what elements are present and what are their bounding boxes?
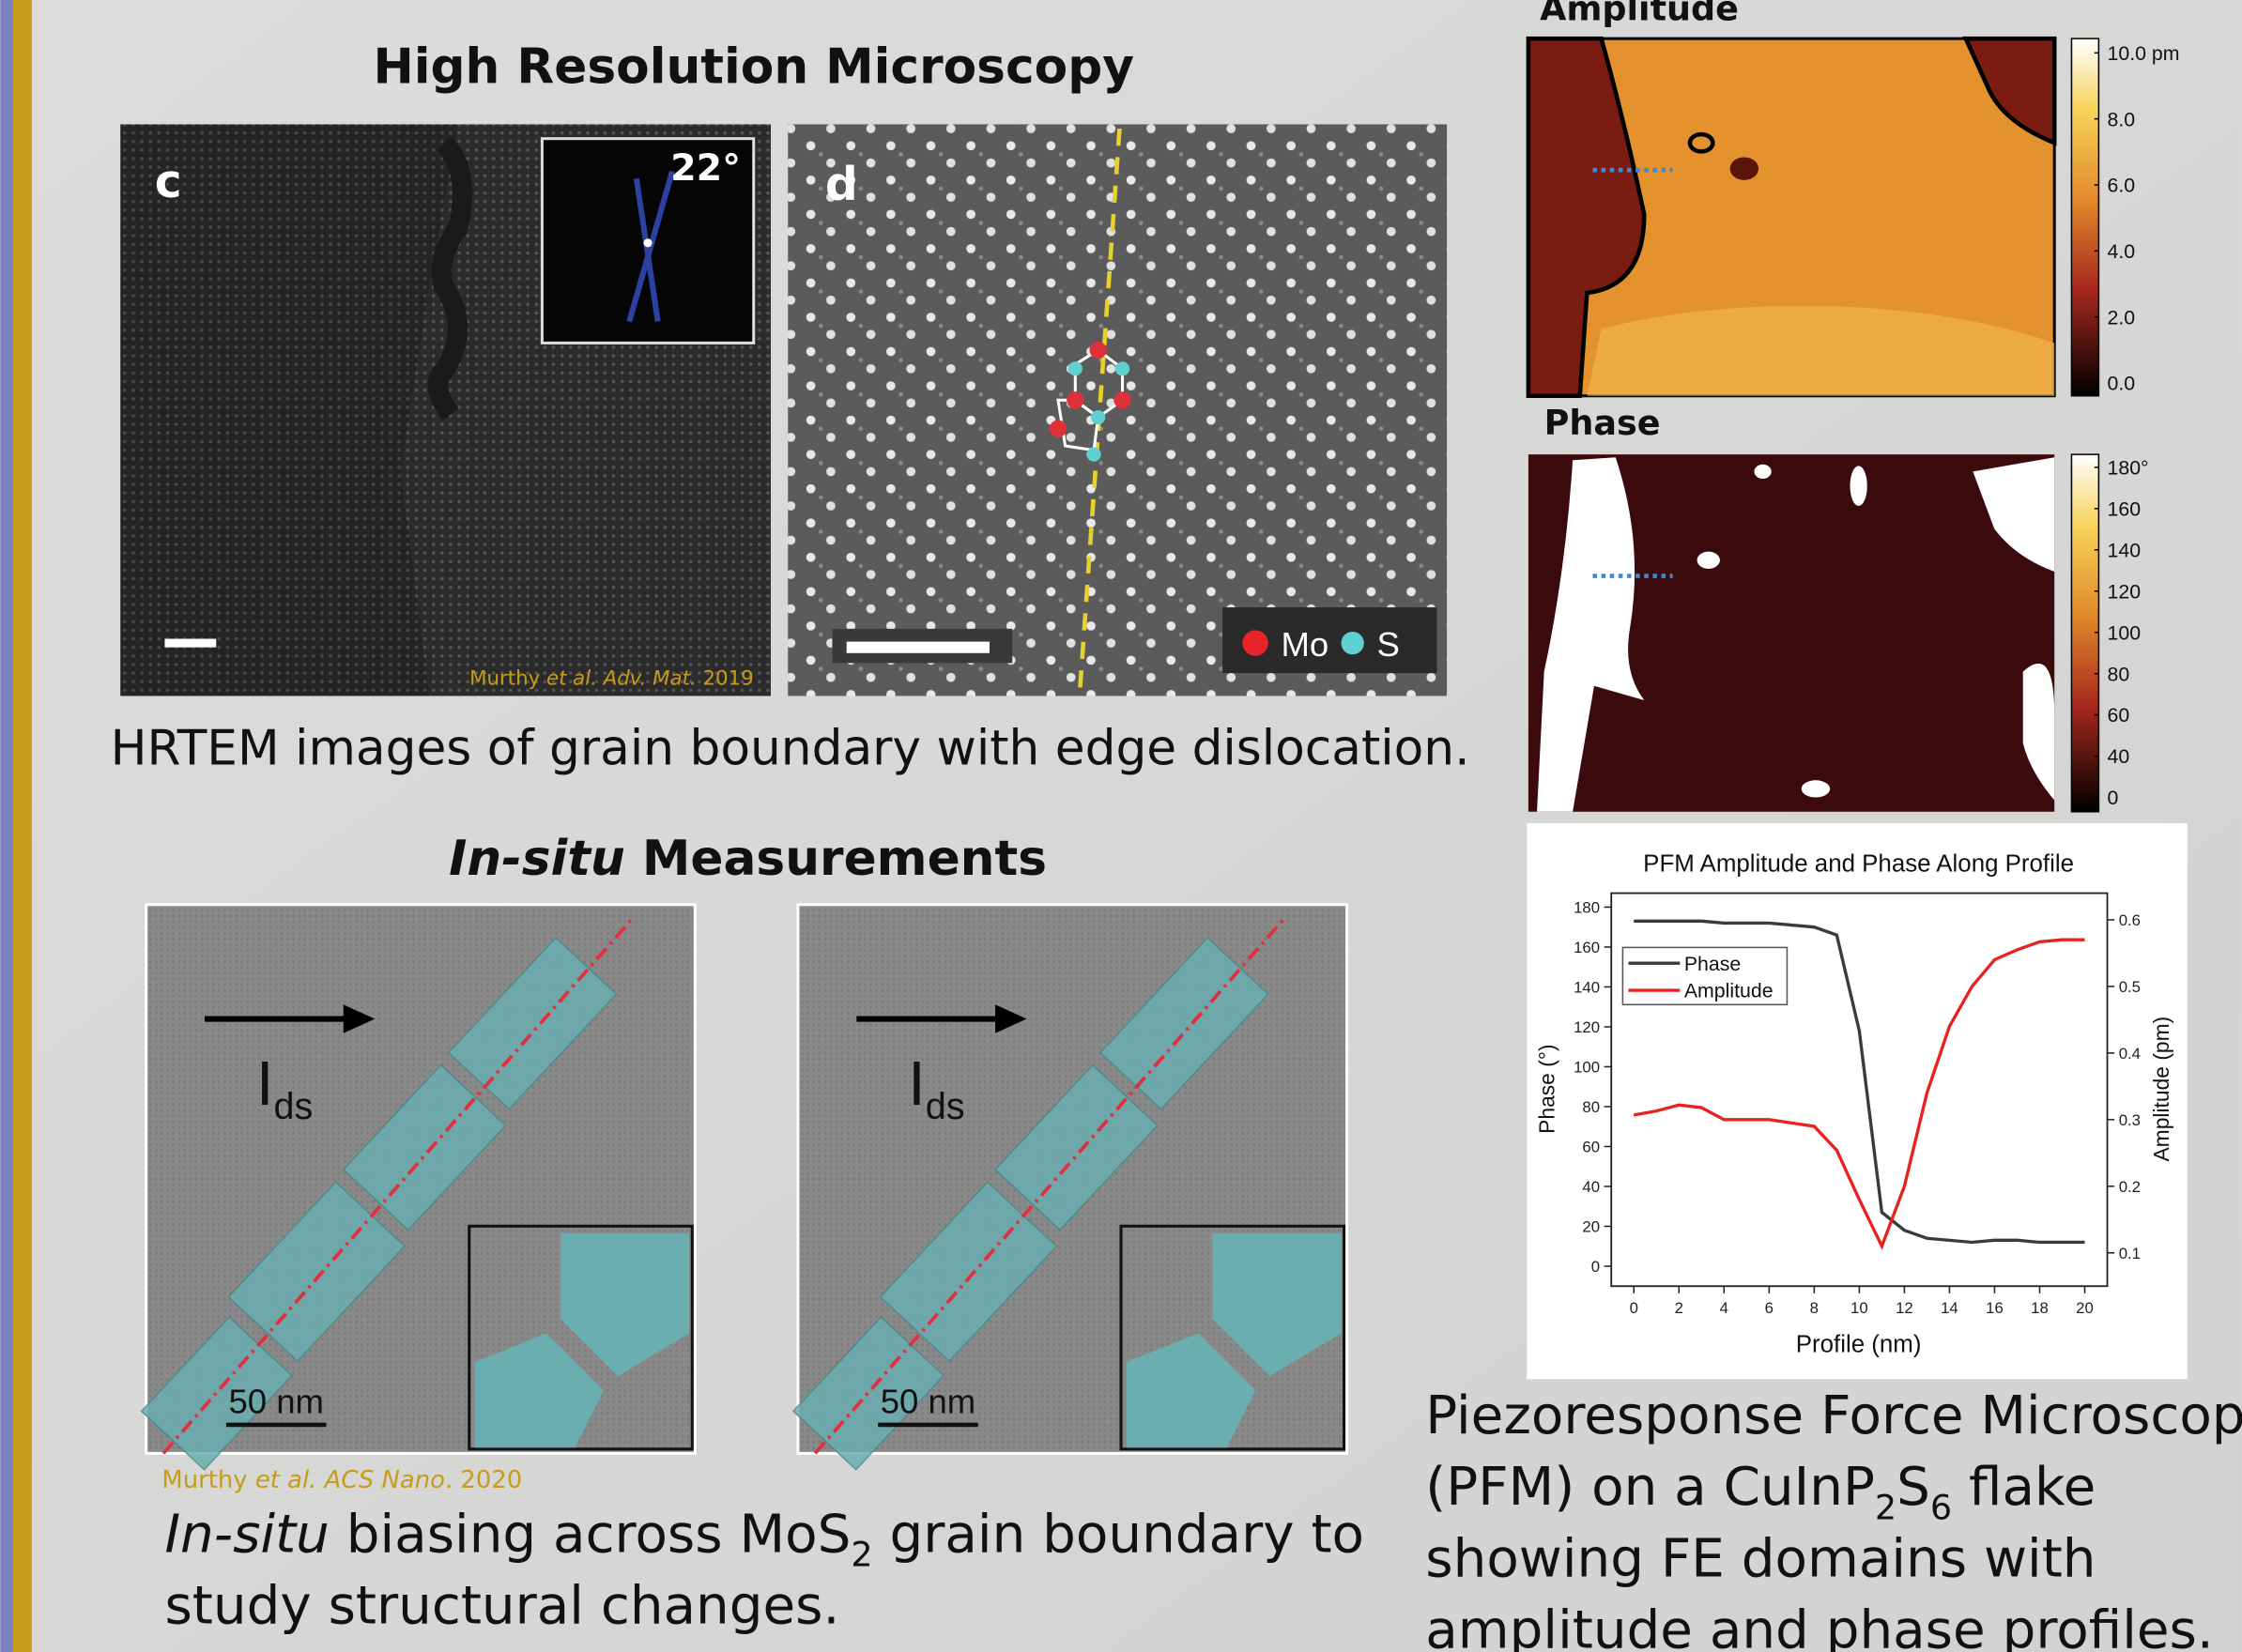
x-tick-label: 6 [1765, 1299, 1774, 1317]
colorbar-label: 2.0 [2108, 306, 2136, 329]
caption-text: flake [1952, 1457, 2096, 1518]
colorbar-label: 4.0 [2108, 240, 2136, 263]
x-tick-label: 2 [1675, 1299, 1683, 1317]
caption-text: biasing across MoS [330, 1504, 851, 1565]
x-tick-label: 14 [1941, 1299, 1958, 1317]
amplitude-map [1528, 38, 2098, 396]
image-d [788, 124, 1447, 696]
map-title: Amplitude [1540, 0, 1739, 28]
y2-tick-label: 0.4 [2119, 1045, 2141, 1063]
y-tick-label: 160 [1574, 939, 1600, 956]
legend-label: Phase [1684, 953, 1741, 975]
image-c [120, 124, 771, 696]
caption: In-situ biasing across MoS2 grain bounda… [164, 1504, 1364, 1574]
y-tick-label: 80 [1582, 1098, 1600, 1116]
x-tick-label: 20 [2076, 1299, 2094, 1317]
y2-tick-label: 0.1 [2119, 1245, 2141, 1262]
colorbar-label: 8.0 [2108, 108, 2136, 130]
caption-subscript: 6 [1930, 1487, 1952, 1527]
caption-text: In-situ [164, 1504, 329, 1565]
caption-line: amplitude and phase profiles. [1425, 1599, 2213, 1652]
x-tick-label: 10 [1850, 1299, 1868, 1317]
colorbar-label: 120 [2108, 580, 2142, 603]
credit-text: 2019 [697, 666, 754, 690]
map-title: Phase [1544, 403, 1661, 443]
current-subscript: ds [926, 1086, 965, 1127]
chart-title: PFM Amplitude and Phase Along Profile [1643, 851, 2074, 878]
caption: HRTEM images of grain boundary with edge… [111, 721, 1470, 777]
credit-text: et al. Adv. Mat. [546, 666, 697, 690]
colorbar-label: 6.0 [2108, 175, 2136, 197]
y2-tick-label: 0.2 [2119, 1178, 2141, 1196]
caption-text: S [1896, 1457, 1930, 1518]
y2-tick-label: 0.3 [2119, 1111, 2141, 1129]
phase-map [1528, 454, 2098, 812]
slide: High Resolution Microscopy c 22° Murthy … [0, 0, 2242, 1652]
panel-label: d [825, 159, 858, 211]
current-subscript: ds [274, 1086, 314, 1127]
legend-label: S [1377, 625, 1400, 664]
y-tick-label: 120 [1574, 1018, 1600, 1036]
y-tick-label: 20 [1582, 1218, 1600, 1236]
credit: Murthy et al. ACS Nano. 2020 [161, 1466, 522, 1494]
y-tick-label: 180 [1574, 899, 1600, 917]
side-stripe [0, 0, 13, 1652]
colorbar-label: 180° [2108, 456, 2149, 479]
colorbar-label: 60 [2108, 704, 2130, 727]
y-tick-label: 140 [1574, 979, 1600, 997]
caption-subscript: 2 [851, 1535, 872, 1575]
scale-bar-label: 50 nm [881, 1383, 976, 1421]
y2-tick-label: 0.6 [2119, 911, 2141, 929]
colorbar-label: 0.0 [2108, 373, 2136, 395]
credit-text: . 2020 [445, 1466, 522, 1494]
y-axis-label: Phase (°) [1534, 1044, 1559, 1133]
current-symbol: I [908, 1048, 926, 1119]
colorbar-label: 0 [2108, 787, 2119, 809]
colorbar-label: 80 [2108, 663, 2130, 685]
x-tick-label: 0 [1630, 1299, 1638, 1317]
caption-line: Piezoresponse Force Microscopy [1425, 1385, 2242, 1446]
chart-panel [1527, 823, 2187, 1379]
colorbar-label: 40 [2108, 745, 2130, 768]
scale-bar-label: 50 nm [228, 1383, 324, 1421]
caption-text: (PFM) on a CuInP [1425, 1457, 1875, 1518]
fft-angle: 22° [670, 146, 741, 190]
section-title: High Resolution Microscopy [373, 38, 1134, 95]
y-tick-label: 100 [1574, 1059, 1600, 1077]
title-text: In-situ [449, 831, 625, 887]
x-tick-label: 18 [2031, 1299, 2049, 1317]
title-text: Measurements [625, 831, 1047, 887]
x-tick-label: 4 [1720, 1299, 1728, 1317]
section-title: In-situ Measurements [449, 831, 1047, 887]
y-tick-label: 0 [1591, 1258, 1600, 1276]
colorbar-label: 10.0 pm [2108, 42, 2180, 65]
caption-line: (PFM) on a CuInP2S6 flake [1425, 1457, 2096, 1527]
colorbar-label: 160 [2108, 497, 2142, 520]
credit-text: Murthy [469, 666, 546, 690]
credit-text: Murthy [161, 1466, 254, 1494]
colorbar-label: 100 [2108, 621, 2142, 644]
caption-line: showing FE domains with [1425, 1528, 2096, 1589]
legend-label: Mo [1282, 625, 1329, 664]
y2-axis-label: Amplitude (pm) [2149, 1017, 2173, 1162]
x-axis-label: Profile (nm) [1796, 1331, 1922, 1357]
y2-tick-label: 0.5 [2119, 978, 2141, 996]
x-tick-label: 12 [1896, 1299, 1913, 1317]
colorbar-label: 140 [2108, 539, 2142, 561]
side-stripe [13, 0, 32, 1652]
credit-text: et al. ACS Nano [255, 1466, 445, 1494]
x-tick-label: 16 [1986, 1299, 2004, 1317]
y-tick-label: 40 [1582, 1178, 1600, 1196]
x-tick-label: 8 [1810, 1299, 1819, 1317]
caption-text: grain boundary to [873, 1504, 1364, 1565]
caption: study structural changes. [164, 1576, 839, 1637]
current-symbol: I [256, 1048, 274, 1119]
caption-subscript: 2 [1875, 1487, 1896, 1527]
credit: Murthy et al. Adv. Mat. 2019 [469, 666, 754, 690]
legend-label: Amplitude [1684, 980, 1774, 1002]
panel-label: c [155, 156, 182, 208]
y-tick-label: 60 [1582, 1139, 1600, 1156]
